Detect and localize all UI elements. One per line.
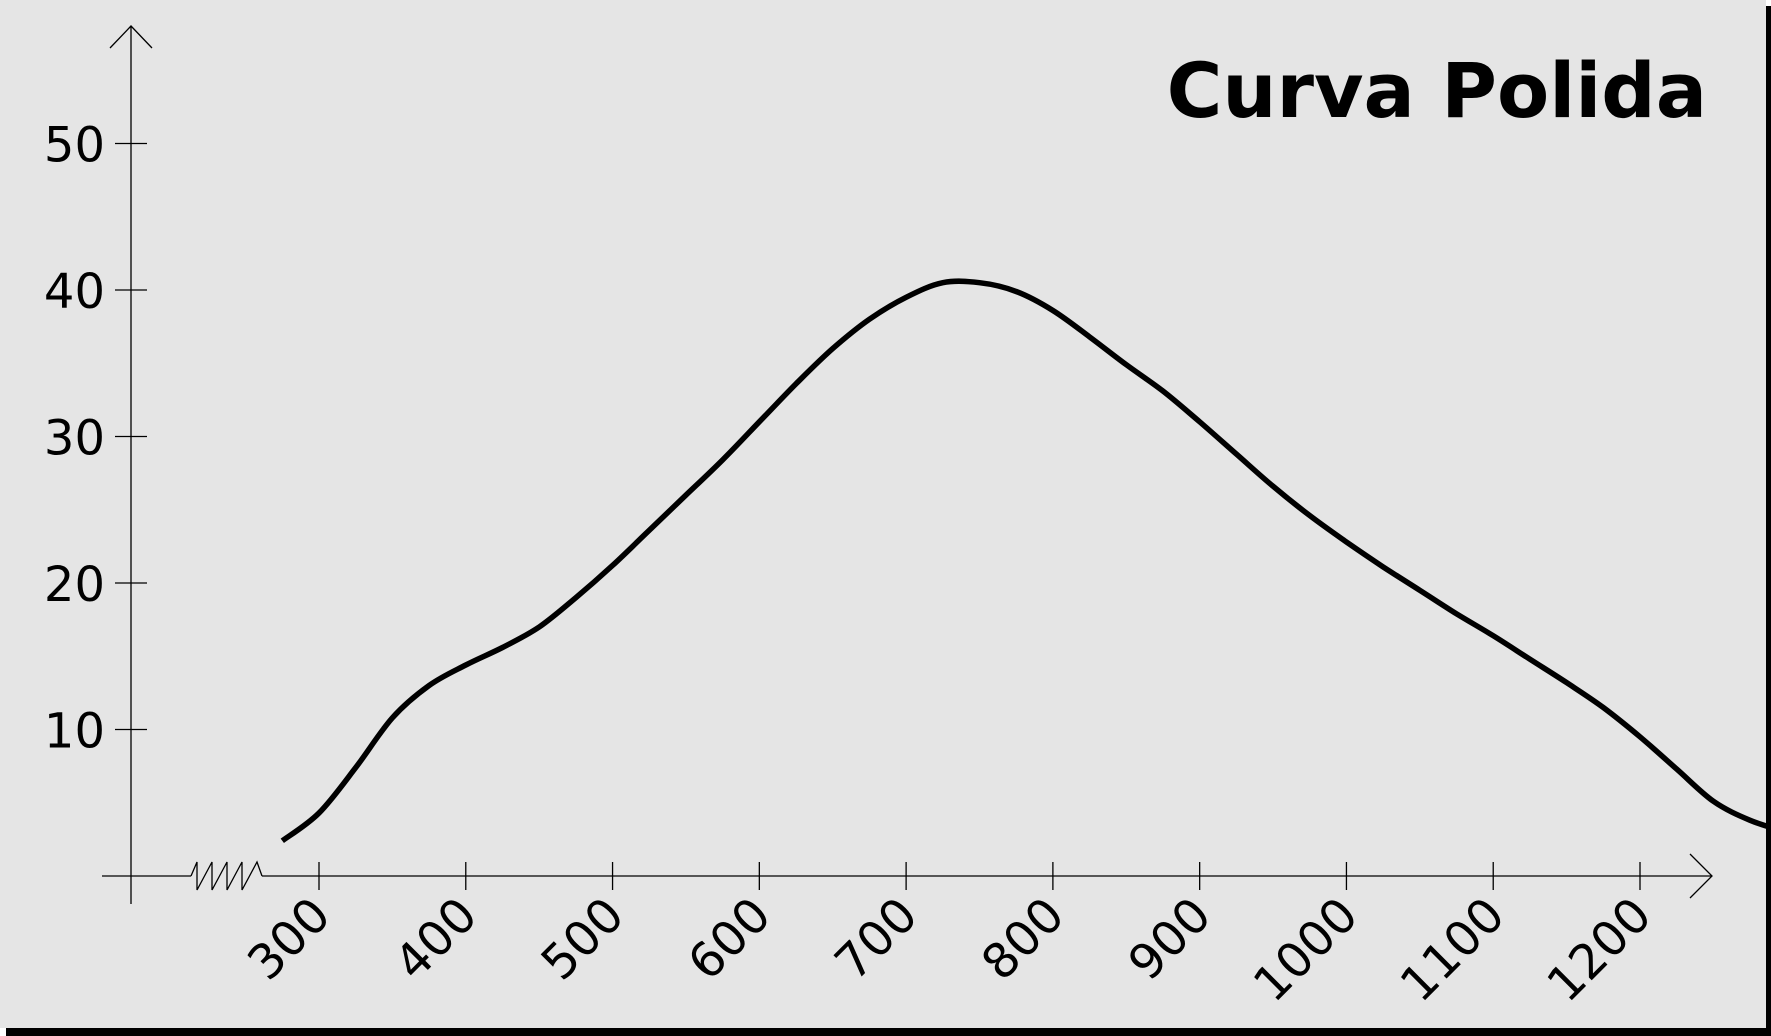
- y-axis-arrow: [109, 25, 153, 49]
- y-tick-label: 30: [44, 411, 105, 467]
- x-axis-break: [190, 860, 263, 891]
- x-axis-arrow: [1689, 853, 1713, 899]
- y-tick-label: 40: [44, 264, 105, 320]
- axes: [102, 25, 1713, 904]
- chart-title: Curva Polida: [1167, 46, 1707, 135]
- series-group: [280, 278, 1771, 844]
- y-tick-label: 10: [44, 704, 105, 760]
- y-tick-label: 50: [44, 118, 105, 174]
- y-tick-label: 20: [44, 557, 105, 613]
- series-line-0: [280, 278, 1771, 844]
